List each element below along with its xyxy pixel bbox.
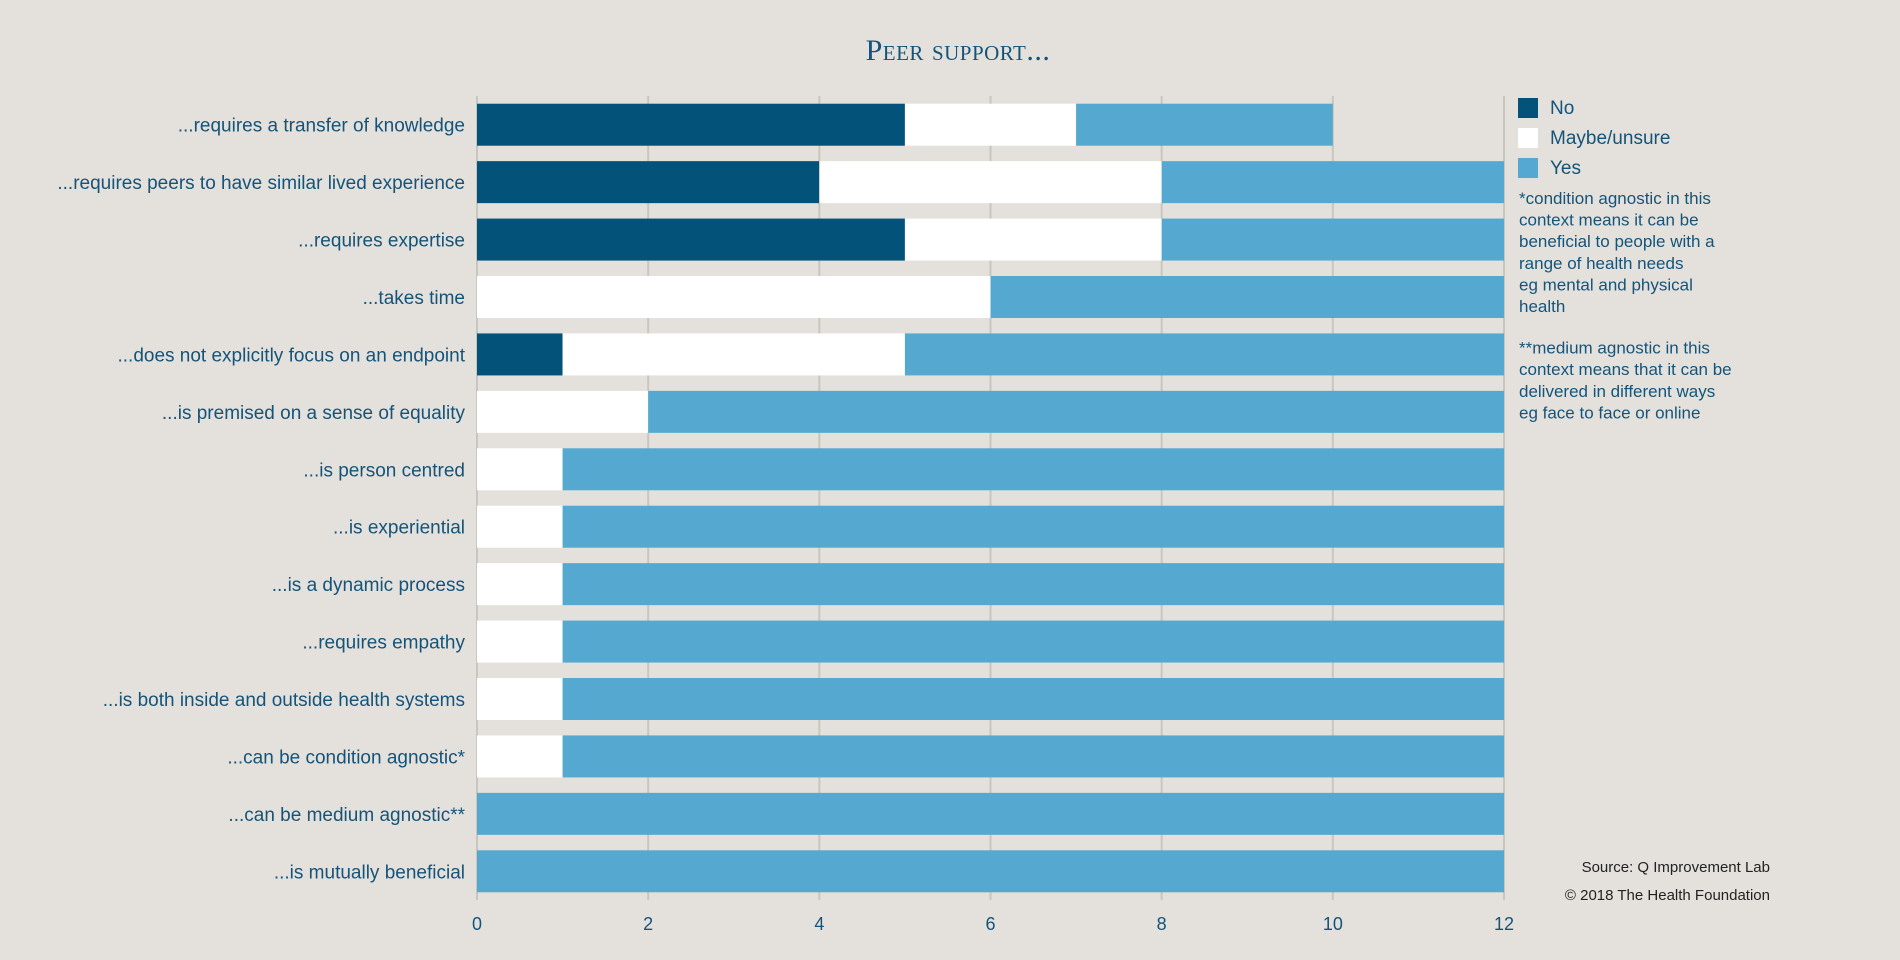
x-tick-label: 10 [1323, 914, 1343, 934]
bar-segment-maybe-unsure [477, 735, 563, 778]
footnote-line: range of health needs [1519, 254, 1683, 273]
x-tick-label: 6 [985, 914, 995, 934]
bar-segment-yes [1161, 218, 1504, 261]
legend-label: Yes [1550, 158, 1581, 179]
bar-segment-maybe-unsure [904, 103, 1077, 146]
category-label: ...can be medium agnostic** [228, 805, 465, 826]
bar-segment-maybe-unsure [477, 276, 991, 318]
footnote-line: context means it can be [1519, 211, 1699, 230]
legend-swatch [1518, 98, 1538, 118]
footnotes: *condition agnostic in this context means… [1519, 189, 1732, 422]
bar-segment-maybe-unsure [477, 505, 563, 548]
category-label: ...is premised on a sense of equality [162, 403, 466, 424]
bar-segment-yes [648, 390, 1504, 433]
x-tick-label: 4 [814, 914, 824, 934]
category-labels: ...requires a transfer of knowledge ...re… [57, 116, 465, 884]
category-label: ...is mutually beneficial [274, 862, 465, 883]
category-label: ...can be condition agnostic* [227, 747, 465, 768]
bar-segment-yes [904, 333, 1504, 376]
bar-segment-yes [562, 448, 1504, 491]
footnote-line: eg face to face or online [1519, 403, 1700, 422]
legend: No Maybe/unsure Yes [1518, 98, 1670, 179]
legend-swatch [1518, 128, 1538, 148]
bar-segment-yes [562, 505, 1504, 548]
source-note: Source: Q Improvement Lab [1582, 859, 1770, 876]
bar-segment-maybe-unsure [477, 563, 563, 606]
category-label: ...requires peers to have similar lived … [57, 173, 465, 194]
bar-segment-yes [477, 792, 1504, 835]
bar-segment-maybe-unsure [477, 678, 563, 720]
bar-segment-yes [562, 735, 1504, 778]
bar-segment-yes [1161, 161, 1504, 204]
category-label: ...takes time [363, 288, 465, 309]
bar-segment-yes [477, 850, 1504, 893]
footnote-line: *condition agnostic in this [1519, 189, 1711, 208]
legend-swatch [1518, 158, 1538, 178]
bar-segment-no [477, 103, 905, 146]
category-label: ...requires a transfer of knowledge [178, 116, 465, 137]
grid-lines [476, 96, 1505, 900]
x-axis: 0 2 4 6 8 10 12 [472, 914, 1514, 934]
category-label: ...requires empathy [302, 633, 465, 654]
footnote-line: health [1519, 297, 1565, 316]
bar-segment-maybe-unsure [477, 448, 563, 491]
bar-segment-yes [562, 678, 1504, 720]
footnote-line: beneficial to people with a [1519, 232, 1715, 251]
chart-title: Peer support... [866, 34, 1051, 67]
category-label: ...is both inside and outside health sys… [103, 690, 465, 711]
category-label: ...is experiential [333, 518, 465, 539]
category-label: ...is person centred [303, 460, 465, 481]
footnote-line: context means that it can be [1519, 360, 1732, 379]
category-label: ...is a dynamic process [272, 575, 465, 596]
bar-segment-maybe-unsure [904, 218, 1162, 261]
legend-label: Maybe/unsure [1550, 128, 1670, 149]
bar-segment-maybe-unsure [477, 620, 563, 663]
bar-segment-no [477, 333, 563, 376]
bar-segment-no [477, 218, 905, 261]
footnote-line: delivered in different ways [1519, 382, 1715, 401]
x-tick-label: 12 [1494, 914, 1514, 934]
category-label: ...does not explicitly focus on an endpo… [117, 345, 465, 366]
x-tick-label: 2 [643, 914, 653, 934]
footnote-line: **medium agnostic in this [1519, 339, 1710, 358]
copyright-note: © 2018 The Health Foundation [1565, 887, 1770, 904]
footnote-line: eg mental and physical [1519, 275, 1693, 294]
bar-segment-yes [990, 276, 1504, 318]
x-tick-label: 8 [1157, 914, 1167, 934]
bars [477, 103, 1504, 893]
category-label: ...requires expertise [298, 231, 465, 252]
bar-segment-maybe-unsure [819, 161, 1162, 204]
bar-segment-yes [562, 620, 1504, 663]
x-tick-label: 0 [472, 914, 482, 934]
bar-segment-yes [1076, 103, 1333, 146]
legend-label: No [1550, 98, 1574, 119]
bar-segment-yes [562, 563, 1504, 606]
bar-segment-maybe-unsure [477, 390, 649, 433]
bar-segment-maybe-unsure [562, 333, 905, 376]
bar-segment-no [477, 161, 820, 204]
